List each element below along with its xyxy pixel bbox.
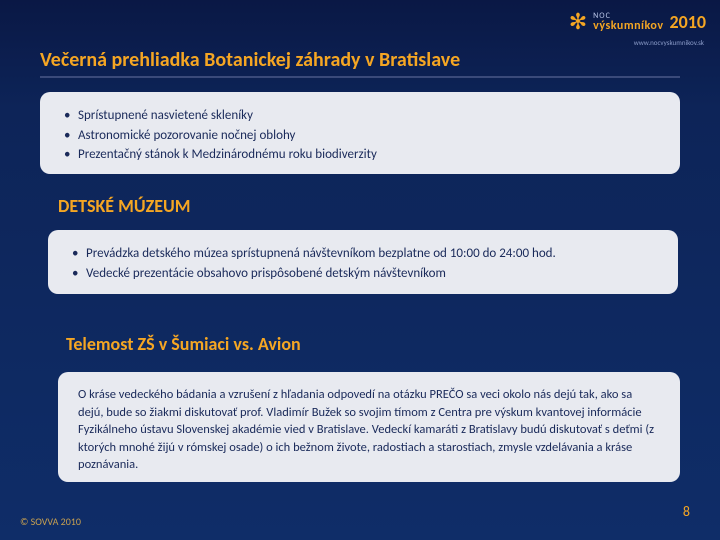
bullet-list-1: Sprístupnené nasvietené skleníky Astrono…	[60, 106, 660, 165]
list-item: Vedecké prezentácie obsahovo prispôsoben…	[68, 264, 658, 284]
card-museum: Prevádzka detského múzea sprístupnená ná…	[48, 230, 678, 294]
logo-year: 2010	[670, 11, 707, 33]
list-item: Astronomické pozorovanie nočnej oblohy	[60, 126, 660, 146]
logo-text: NOC výskumníkov	[593, 12, 663, 32]
star-icon: ✻	[569, 8, 587, 35]
section-title-telemost: Telemost ZŠ v Šumiaci vs. Avion	[66, 333, 301, 355]
slide: ✻ NOC výskumníkov 2010 www.nocvyskumniko…	[0, 0, 720, 540]
card-telemost: O kráse vedeckého bádania a vzrušení z h…	[58, 372, 680, 482]
section-title-museum: DETSKÉ MÚZEUM	[58, 195, 191, 217]
paragraph-text: O kráse vedeckého bádania a vzrušení z h…	[78, 386, 660, 474]
bullet-list-2: Prevádzka detského múzea sprístupnená ná…	[68, 244, 658, 283]
page-number: 8	[683, 503, 690, 520]
logo: ✻ NOC výskumníkov 2010	[569, 8, 706, 35]
logo-url: www.nocvyskumnikov.sk	[634, 38, 704, 47]
title-underline	[40, 76, 680, 78]
list-item: Prezentačný stánok k Medzinárodnému roku…	[60, 145, 660, 165]
list-item: Sprístupnené nasvietené skleníky	[60, 106, 660, 126]
logo-line2: výskumníkov	[593, 20, 663, 32]
card-botanical: Sprístupnené nasvietené skleníky Astrono…	[40, 92, 680, 174]
footer-copyright: © SOVVA 2010	[20, 515, 81, 528]
page-title: Večerná prehliadka Botanickej záhrady v …	[40, 48, 460, 72]
list-item: Prevádzka detského múzea sprístupnená ná…	[68, 244, 658, 264]
